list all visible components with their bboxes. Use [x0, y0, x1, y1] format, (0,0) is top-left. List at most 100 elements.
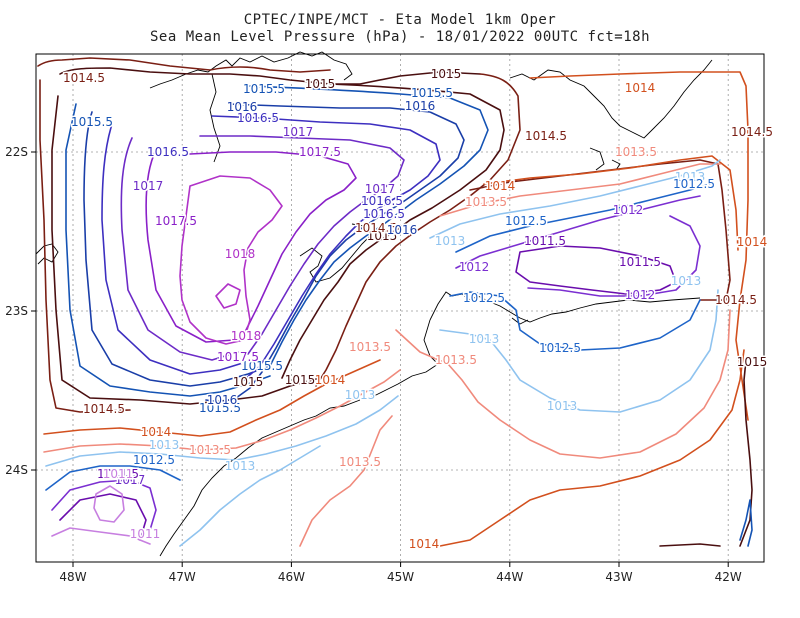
- contour-label-1015-5: 1015.5: [199, 401, 241, 415]
- contour-label-1016-5: 1016.5: [147, 145, 189, 159]
- isobar-1015: [59, 67, 481, 85]
- y-tick-label: 24S: [5, 463, 28, 477]
- contour-label-1011-5: 1011.5: [524, 234, 566, 248]
- contour-label-1012: 1012: [459, 260, 490, 274]
- isobar-1013.5: [43, 369, 401, 453]
- isobar-1016.5: [101, 123, 247, 375]
- contour-label-1013: 1013: [469, 332, 500, 346]
- isobar-1014.5: [315, 73, 521, 387]
- contour-label-1014-5: 1014.5: [525, 129, 567, 143]
- contour-label-1013-5: 1013.5: [615, 145, 657, 159]
- contour-label-1012-5: 1012.5: [539, 341, 581, 355]
- contour-label-1016: 1016: [405, 99, 436, 113]
- isobar-1015: [51, 95, 321, 405]
- contour-label-1012-5: 1012.5: [505, 214, 547, 228]
- contour-label-1013-5: 1013.5: [189, 443, 231, 457]
- x-tick-label: 47W: [169, 570, 196, 584]
- isobar-1015.5: [65, 103, 271, 397]
- isobar-1012.5: [449, 291, 701, 351]
- contour-label-1014: 1014: [315, 373, 346, 387]
- isobar-1016: [205, 103, 465, 403]
- contour-label-1016: 1016: [387, 223, 418, 237]
- map-subtitle: Sea Mean Level Pressure (hPa) - 18/01/20…: [149, 29, 650, 45]
- isobar-1013: [439, 289, 719, 413]
- contour-label-1013: 1013: [671, 274, 702, 288]
- contour-label-1011-5: 1011.5: [619, 255, 661, 269]
- contour-label-1012: 1012: [613, 203, 644, 217]
- y-axis: 22S 23S 24S: [5, 145, 36, 477]
- contour-label-1013: 1013: [547, 399, 578, 413]
- contour-label-1013: 1013: [225, 459, 256, 473]
- isobar-1014.5: [39, 79, 131, 413]
- isobar-1014: [529, 71, 749, 421]
- x-tick-label: 42W: [715, 570, 742, 584]
- isobar-1018: [179, 175, 283, 345]
- contour-label-1016-5: 1016.5: [363, 207, 405, 221]
- contour-label-1017: 1017: [283, 125, 314, 139]
- contour-label-1018: 1018: [231, 329, 262, 343]
- contour-label-1014: 1014: [485, 179, 516, 193]
- contour-label-1015: 1015: [367, 229, 398, 243]
- isobar-1014: [43, 359, 381, 437]
- isobar-1015.5: [249, 85, 489, 367]
- isobar-1013.5: [439, 163, 721, 217]
- contour-label-1014-5: 1014.5: [731, 125, 773, 139]
- contour-label-1013: 1013: [149, 438, 180, 452]
- plot-frame: [35, 53, 765, 563]
- contour-label-1018: 1018: [225, 247, 256, 261]
- isobar-1012: [455, 195, 701, 269]
- contour-label-1013: 1013: [435, 234, 466, 248]
- contour-label-1012: 1012: [625, 288, 656, 302]
- contour-label-1014: 1014: [409, 537, 440, 551]
- isobar-1013.5: [299, 415, 393, 547]
- x-tick-label: 43W: [605, 570, 632, 584]
- contour-label-1014-5: 1014.5: [83, 402, 125, 416]
- contour-label-1017: 1017: [365, 182, 396, 196]
- isobar-1013: [45, 395, 399, 467]
- isobar-1017: [199, 135, 405, 355]
- contour-label-1013: 1013: [675, 170, 706, 184]
- isobar-1012.5: [455, 183, 711, 253]
- y-tick-label: 23S: [5, 304, 28, 318]
- contour-label-1013-5: 1013.5: [435, 353, 477, 367]
- contour-label-1011: 1011: [130, 527, 161, 541]
- contour-label-1016-5: 1016.5: [237, 111, 279, 125]
- contour-label-1014-5: 1014.5: [355, 221, 397, 235]
- isobar-1014: [439, 349, 745, 547]
- contour-label-1014-5: 1014.5: [63, 71, 105, 85]
- contour-label-1016-5: 1016.5: [361, 194, 403, 208]
- contour-label-1014: 1014: [625, 81, 656, 95]
- contour-label-1012-5: 1012.5: [463, 291, 505, 305]
- x-axis: 48W 47W 46W 45W 44W 43W 42W: [59, 562, 742, 584]
- isobar-1012.5: [45, 465, 181, 491]
- x-tick-label: 48W: [59, 570, 86, 584]
- coastline: [35, 51, 713, 557]
- isobar-1018: [215, 283, 241, 309]
- contour-label-1017-5: 1017.5: [155, 214, 197, 228]
- x-tick-label: 45W: [387, 570, 414, 584]
- map-title: CPTEC/INPE/MCT - Eta Model 1km Oper: [243, 12, 557, 28]
- contour-label-1013-5: 1013.5: [339, 455, 381, 469]
- contour-label-1015: 1015: [431, 67, 462, 81]
- contour-label-1015-5: 1015.5: [411, 86, 453, 100]
- isobar-1017: [120, 137, 239, 361]
- isobar-1011: [51, 527, 151, 545]
- isobar-1013: [179, 445, 321, 547]
- isobar-1014: [483, 155, 739, 251]
- isobar-1015.5: [739, 499, 753, 547]
- isobar-1012: [527, 215, 701, 297]
- contour-label-1014: 1014: [141, 425, 172, 439]
- contour-label-1016: 1016: [227, 100, 258, 114]
- contour-label-1015-5: 1015.5: [71, 115, 113, 129]
- contour-label-1015-5: 1015.5: [241, 359, 283, 373]
- isobar-1013.5: [395, 309, 731, 459]
- contour-label-1014-5: 1014.5: [715, 293, 757, 307]
- contour-label-1013-5: 1013.5: [349, 340, 391, 354]
- contour-label-1015-5: 1015.5: [243, 82, 285, 96]
- isobar-1014.5: [37, 57, 331, 73]
- contour-label-1011-5: 1011.5: [97, 467, 139, 481]
- isobar-1013: [429, 159, 721, 239]
- contour-label-1017: 1017: [115, 473, 146, 487]
- isobar-1017.5: [145, 149, 235, 343]
